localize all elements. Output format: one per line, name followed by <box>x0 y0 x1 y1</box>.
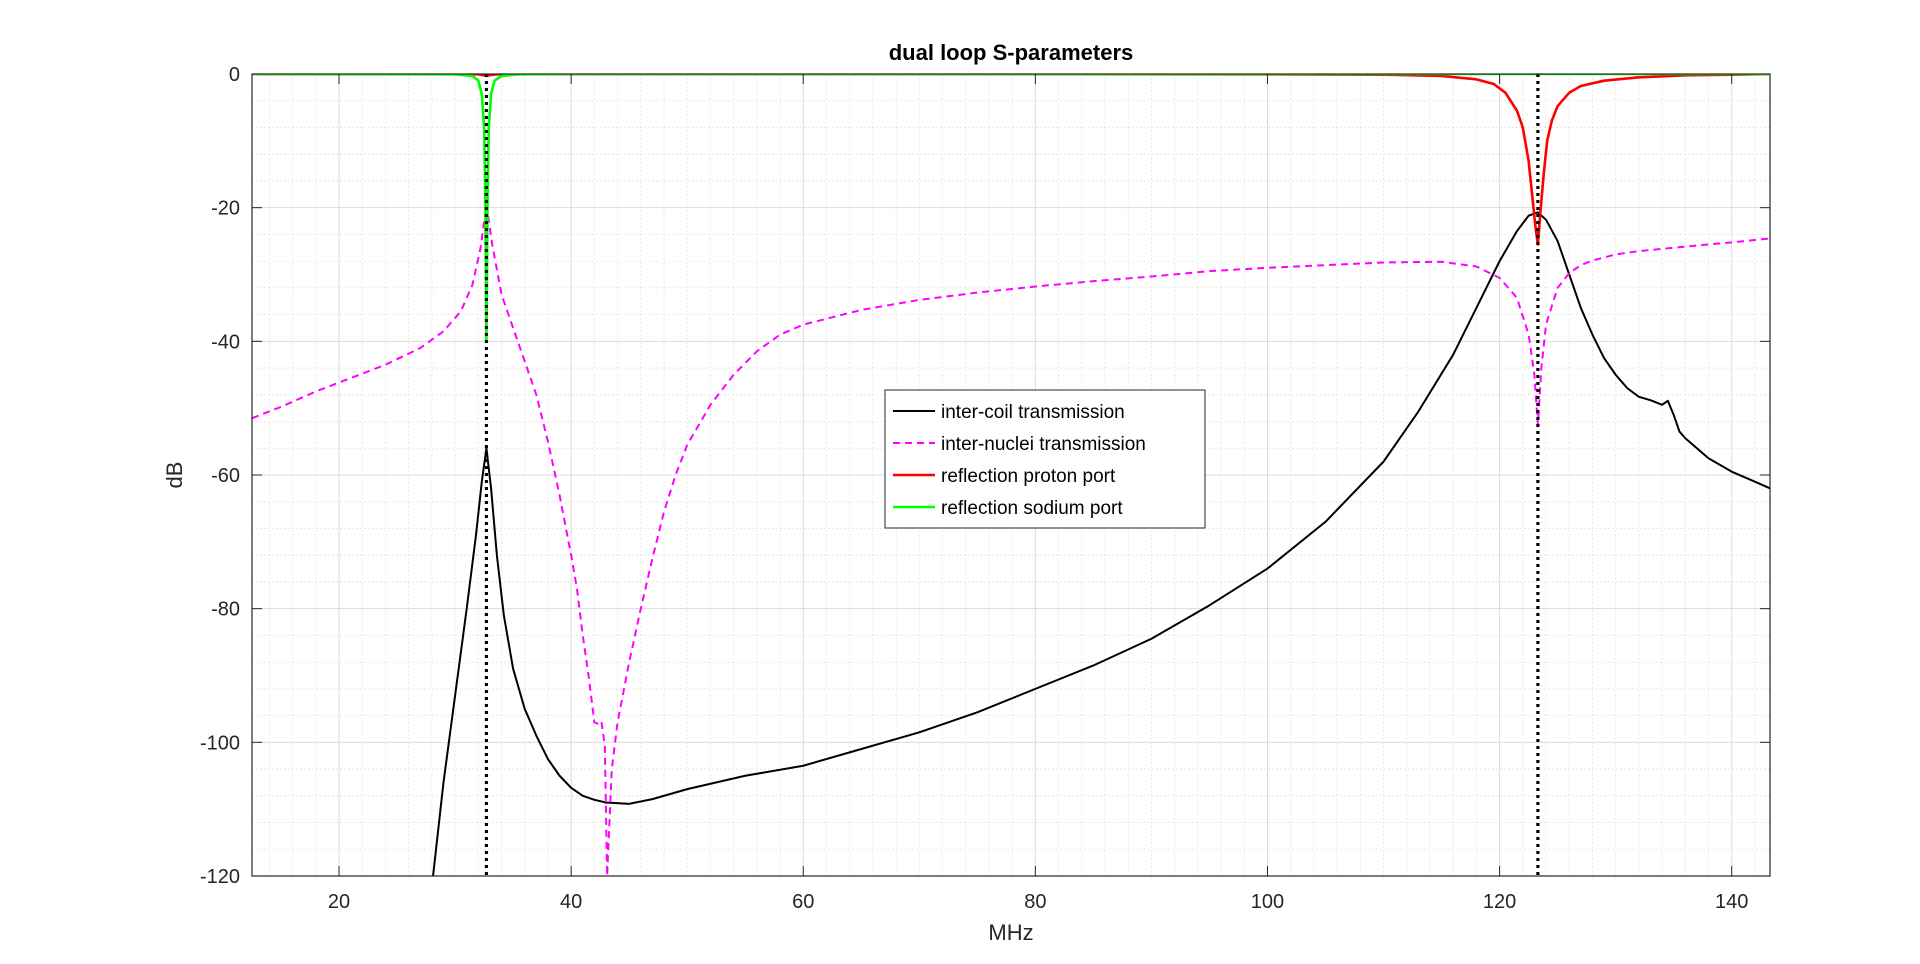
series-layer <box>252 74 1770 876</box>
x-tick-label: 140 <box>1715 891 1748 913</box>
series-line-inter-coil-transmission <box>432 211 1770 876</box>
x-tick-label: 60 <box>792 891 814 913</box>
series-line-inter-nuclei-transmission <box>252 203 1770 876</box>
y-tick-labels: 0 -20 -40 -60 -80 -100 -120 <box>200 64 240 888</box>
vline-layer <box>484 74 1540 876</box>
x-tick-label: 80 <box>1024 891 1046 913</box>
legend-label: inter-coil transmission <box>941 402 1125 423</box>
y-tick-label: -20 <box>211 198 240 220</box>
x-tick-label: 20 <box>328 891 350 913</box>
axis-ticks <box>252 73 1770 877</box>
legend: inter-coil transmission inter-nuclei tran… <box>884 389 1206 529</box>
y-tick-label: -60 <box>211 465 240 487</box>
chart-title: dual loop S-parameters <box>889 40 1134 65</box>
series-line-reflection-proton-port <box>252 74 1770 246</box>
y-tick-label: -80 <box>211 599 240 621</box>
x-tick-labels: 20 40 60 80 100 120 140 <box>328 891 1748 913</box>
y-tick-label: 0 <box>229 64 240 86</box>
y-tick-label: -40 <box>211 331 240 353</box>
legend-box <box>884 389 1206 529</box>
y-tick-label: -120 <box>200 866 240 888</box>
x-tick-label: 120 <box>1483 891 1516 913</box>
series-line-reflection-sodium-port <box>252 74 1770 343</box>
legend-label: reflection sodium port <box>941 498 1123 519</box>
legend-label: inter-nuclei transmission <box>941 434 1146 455</box>
x-axis-label: MHz <box>988 920 1033 945</box>
x-tick-label: 100 <box>1251 891 1284 913</box>
y-tick-label: -100 <box>200 732 240 754</box>
x-tick-label: 40 <box>560 891 582 913</box>
legend-label: reflection proton port <box>941 466 1116 487</box>
y-axis-label: dB <box>162 462 187 489</box>
